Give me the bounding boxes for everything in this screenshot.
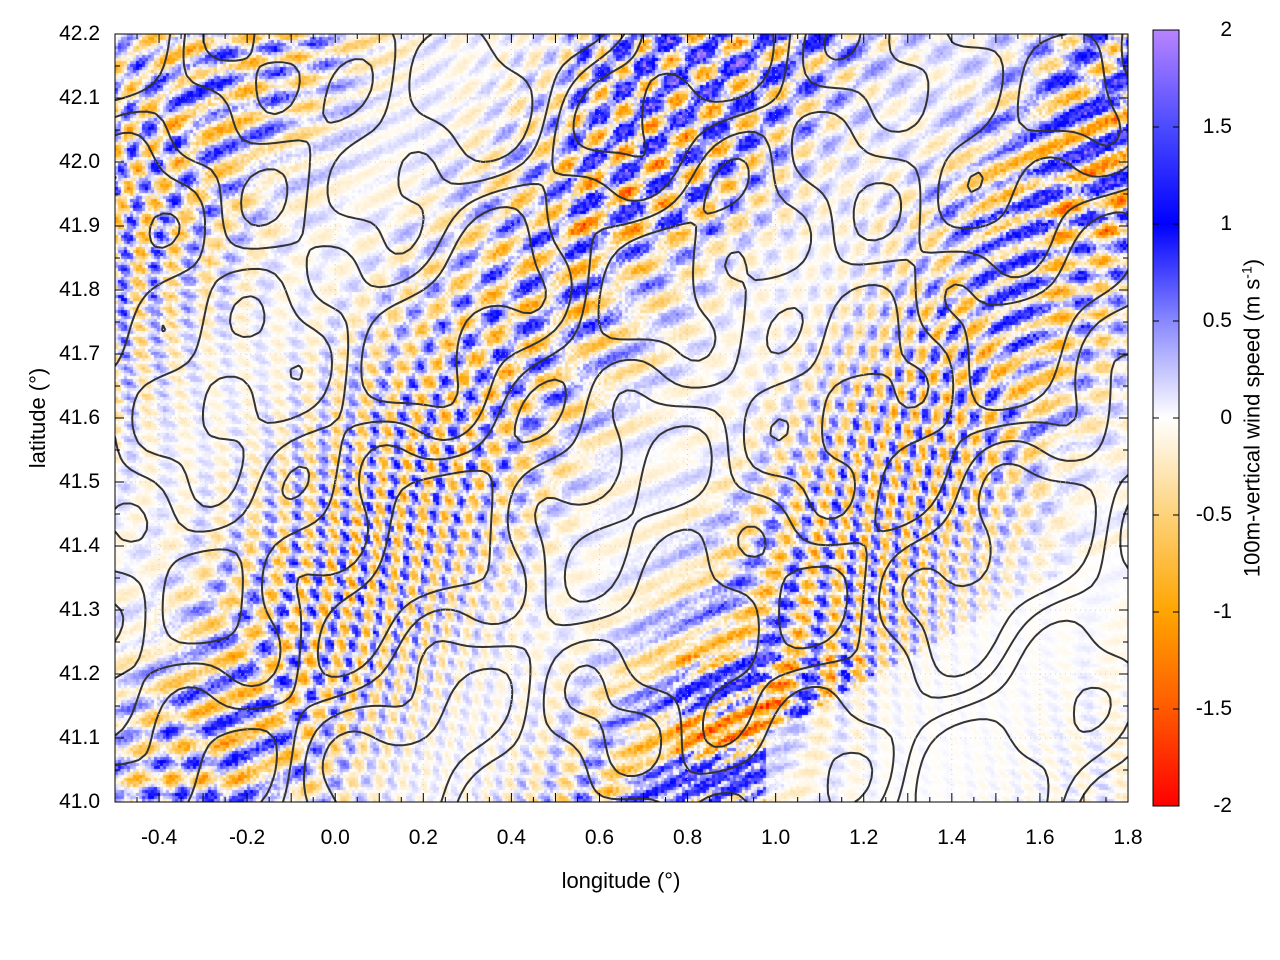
x-tick-label: 1.8 — [1113, 826, 1143, 849]
colorbar-label-text: 100m-vertical wind speed (m s — [1239, 278, 1265, 578]
y-axis-label: latitude (°) — [25, 367, 50, 469]
x-tick-label: 0.2 — [408, 826, 438, 849]
heatmap-field — [115, 34, 1128, 802]
colorbar-tick-label: 2 — [1220, 18, 1232, 41]
colorbar-label: 100m-vertical wind speed (m s-1) — [1238, 259, 1265, 577]
x-tick-label: 1.4 — [937, 826, 967, 849]
colorbar-tick-label: -1 — [1213, 600, 1232, 623]
y-tick-label: 41.1 — [59, 726, 100, 749]
y-tick-label: 41.4 — [59, 534, 100, 557]
contour-line-3 — [115, 34, 1128, 802]
x-tick-label: 0.4 — [496, 826, 526, 849]
colorbar-label-sup: -1 — [1238, 266, 1255, 279]
contour-line-2 — [115, 34, 1128, 802]
x-tick-label: 1.0 — [761, 826, 791, 849]
colorbar-tick-label: -0.5 — [1195, 503, 1232, 526]
x-tick-label: 0.8 — [672, 826, 703, 849]
colorbar-tick-label: -1.5 — [1195, 697, 1232, 720]
x-tick-label: 1.2 — [849, 826, 879, 849]
colorbar-tick-label: 1 — [1220, 212, 1232, 235]
y-tick-label: 41.9 — [59, 214, 100, 237]
y-tick-label: 41.6 — [59, 406, 100, 429]
y-tick-label: 41.7 — [59, 342, 100, 365]
x-tick-label: -0.4 — [140, 826, 178, 849]
y-tick-label: 41.3 — [59, 598, 100, 621]
y-tick-label: 41.8 — [59, 278, 100, 301]
y-tick-label: 41.5 — [59, 470, 100, 493]
x-tick-label: 0.6 — [584, 826, 615, 849]
colorbar-tick-label: 0 — [1220, 406, 1232, 429]
colorbar-tick-label: 0.5 — [1202, 309, 1232, 332]
y-tick-label: 42.0 — [59, 150, 100, 173]
x-tick-label: -0.2 — [229, 826, 266, 849]
x-tick-label: 0.0 — [320, 826, 350, 849]
x-tick-label: 1.6 — [1025, 826, 1055, 849]
x-axis-label: longitude (°) — [561, 868, 681, 893]
y-tick-label: 41.2 — [59, 662, 100, 685]
colorbar-tick-label: -2 — [1213, 794, 1232, 817]
colorbar-label-end: ) — [1239, 258, 1265, 267]
contour-line-1 — [115, 34, 1128, 802]
y-tick-label: 42.2 — [59, 22, 100, 45]
y-tick-label: 42.1 — [59, 86, 100, 109]
contour-line-0 — [115, 34, 1122, 802]
y-tick-label: 41.0 — [59, 790, 100, 813]
colorbar-tick-label: 1.5 — [1202, 115, 1232, 138]
